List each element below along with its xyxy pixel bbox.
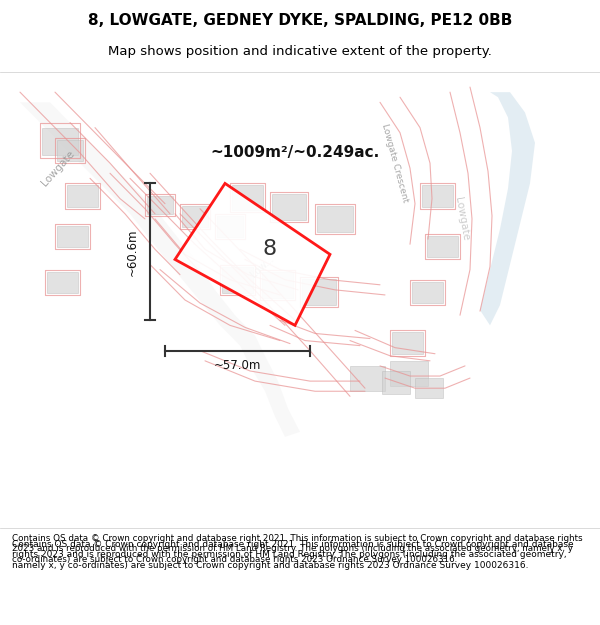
Polygon shape (262, 272, 293, 298)
Polygon shape (182, 206, 208, 227)
Polygon shape (232, 186, 263, 210)
Text: Low...: Low... (248, 254, 275, 279)
Polygon shape (175, 183, 330, 326)
Polygon shape (20, 102, 300, 437)
Text: ~57.0m: ~57.0m (214, 359, 261, 372)
Polygon shape (67, 186, 98, 207)
Text: Lowgate Crescent: Lowgate Crescent (380, 122, 410, 204)
Polygon shape (57, 226, 88, 248)
Text: Map shows position and indicative extent of the property.: Map shows position and indicative extent… (108, 45, 492, 58)
Polygon shape (147, 196, 173, 214)
Polygon shape (422, 186, 453, 207)
Polygon shape (222, 266, 253, 293)
Text: Contains OS data © Crown copyright and database right 2021. This information is : Contains OS data © Crown copyright and d… (12, 540, 574, 569)
Text: Contains OS data © Crown copyright and database right 2021. This information is : Contains OS data © Crown copyright and d… (12, 534, 583, 564)
Text: ~1009m²/~0.249ac.: ~1009m²/~0.249ac. (211, 146, 380, 161)
Polygon shape (302, 279, 336, 305)
Polygon shape (382, 371, 410, 394)
Polygon shape (47, 272, 78, 293)
Text: Lowgate: Lowgate (453, 196, 471, 241)
Polygon shape (427, 236, 458, 258)
Polygon shape (217, 216, 243, 237)
Polygon shape (350, 366, 385, 391)
Polygon shape (415, 378, 443, 398)
Polygon shape (412, 282, 443, 303)
Text: 8, LOWGATE, GEDNEY DYKE, SPALDING, PE12 0BB: 8, LOWGATE, GEDNEY DYKE, SPALDING, PE12 … (88, 12, 512, 28)
Text: 8: 8 (263, 239, 277, 259)
Polygon shape (42, 127, 78, 155)
Polygon shape (390, 361, 428, 386)
Polygon shape (480, 92, 535, 326)
Text: Lowgate: Lowgate (40, 149, 76, 188)
Polygon shape (57, 140, 83, 161)
Polygon shape (272, 194, 306, 220)
Polygon shape (392, 332, 423, 354)
Polygon shape (317, 206, 353, 232)
Text: ~60.6m: ~60.6m (125, 228, 139, 276)
